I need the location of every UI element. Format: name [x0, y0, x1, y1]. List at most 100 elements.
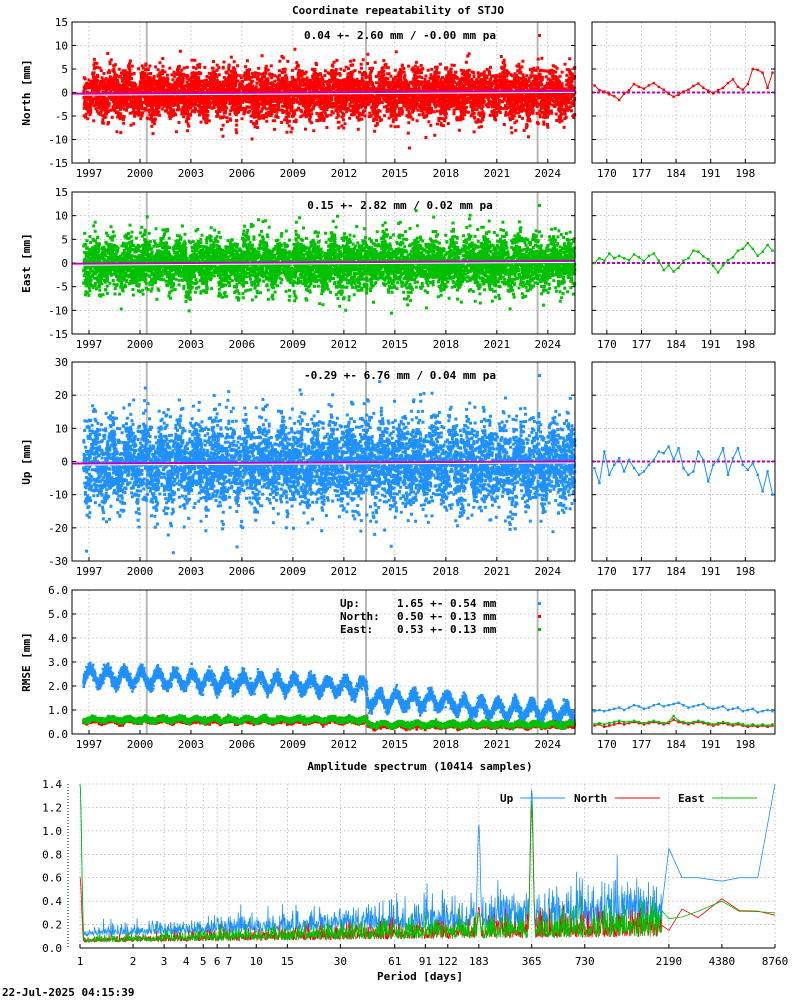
- x-tick-label: 2024: [535, 167, 562, 180]
- recent-rmse-up-point: [627, 706, 631, 709]
- recent-rmse-up-point: [766, 708, 769, 712]
- recent-rmse-up-point: [756, 711, 759, 714]
- recent-up-point: [632, 466, 636, 470]
- y-tick-label: 0.8: [42, 848, 62, 861]
- y-tick-label: -10: [48, 134, 68, 147]
- recent-east-point: [746, 241, 749, 245]
- y-tick-label: 0.4: [42, 895, 62, 908]
- y-axis-label: East [mm]: [20, 233, 33, 293]
- recent-rmse-up-point: [603, 710, 606, 713]
- recent-east-point: [622, 257, 626, 260]
- recent-north-point: [716, 88, 720, 92]
- recent-east-point: [627, 258, 631, 262]
- recent-north-point: [642, 87, 646, 90]
- y-tick-label: 0.0: [48, 728, 68, 741]
- x-tick-label: 2015: [382, 565, 409, 578]
- recent-east-point: [766, 243, 769, 247]
- recent-north-point: [726, 81, 730, 85]
- x-tick-label: 2003: [178, 167, 205, 180]
- x-tick-label: 2006: [229, 565, 256, 578]
- x-tick-label: 1997: [76, 167, 103, 180]
- recent-rmse-east-point: [618, 719, 621, 722]
- recent-up-line: [593, 445, 774, 495]
- recent-up-point: [627, 458, 631, 462]
- x-tick-label: 184: [666, 338, 686, 351]
- recent-rmse-east-point: [622, 720, 626, 724]
- rmse-legend-value: 1.65 +- 0.54 mm: [397, 597, 497, 610]
- rmse-legend-label: East:: [340, 623, 373, 636]
- recent-rmse-east-point: [721, 720, 725, 724]
- x-tick-label: 2024: [535, 738, 562, 751]
- recent-east-point: [642, 259, 646, 263]
- recent-up-point: [657, 450, 660, 453]
- recent-up-point: [711, 463, 715, 467]
- recent-rmse-up-point: [667, 704, 670, 707]
- recent-rmse-up-point: [721, 705, 725, 708]
- x-tick-label: 2012: [331, 167, 358, 180]
- rmse-legend-label: Up:: [340, 597, 360, 610]
- recent-north-point: [741, 88, 745, 91]
- recent-up-point: [771, 493, 774, 496]
- stats-legend-marker: [538, 34, 541, 37]
- recent-rmse-east-point: [647, 720, 651, 724]
- panel-east: 15 10 5 0 -5 -10 -15 1997 2000 2003 2006 2009 2012 20…: [20, 186, 776, 351]
- recent-north-point: [771, 71, 774, 74]
- y-tick-label: -5: [55, 281, 68, 294]
- recent-rmse-east-point: [613, 720, 616, 724]
- y-tick-label: 10: [55, 210, 68, 223]
- recent-rmse-up-point: [697, 704, 700, 707]
- amplitude-spectrum-title: Amplitude spectrum (10414 samples): [307, 760, 532, 773]
- recent-east-point: [741, 247, 745, 250]
- recent-rmse-up-point: [632, 704, 636, 707]
- recent-frame: [591, 589, 776, 735]
- time-series-frame: [71, 589, 576, 735]
- recent-east-point: [667, 264, 670, 267]
- recent-rmse-east-point: [637, 720, 641, 724]
- x-tick-label: 2190: [656, 955, 683, 968]
- recent-rmse-east-point: [726, 722, 730, 725]
- spectrum-panel: 1.4 1.2 1.0 0.8 0.6 0.4 0.2 0.0 1 2 3 4 5 6 7 10 15 30 61 9…: [42, 778, 788, 968]
- recent-north-point: [667, 92, 670, 96]
- data-points: [82, 714, 576, 732]
- recent-rmse-east-point: [667, 720, 670, 724]
- rmse-legend-value: 0.53 +- 0.13 mm: [397, 623, 497, 636]
- x-tick-label: 8760: [762, 955, 789, 968]
- recent-east-point: [702, 255, 705, 258]
- recent-rmse-north-point: [603, 725, 606, 728]
- recent-east-point: [618, 254, 621, 258]
- recent-north-point: [677, 93, 680, 97]
- x-tick-label: 198: [735, 338, 755, 351]
- x-tick-label: 1997: [76, 338, 103, 351]
- recent-east-point: [697, 250, 700, 253]
- recent-east-point: [603, 259, 606, 262]
- recent-rmse-up-point: [642, 707, 646, 710]
- stats-annotation: -0.29 +- 6.76 mm / 0.04 mm pa: [304, 369, 496, 382]
- x-tick-label: 1: [77, 955, 84, 968]
- rmse-legend-marker: [538, 615, 541, 618]
- x-tick-label: 2000: [127, 338, 154, 351]
- x-tick-label: 170: [597, 738, 617, 751]
- recent-north-point: [731, 78, 735, 81]
- recent-north-point: [746, 82, 749, 86]
- recent-north-point: [657, 85, 660, 89]
- trend-line: [71, 460, 576, 465]
- x-tick-label: 170: [597, 167, 617, 180]
- x-tick-label: 5: [200, 955, 207, 968]
- y-tick-label: -30: [48, 555, 68, 568]
- x-tick-label: 2012: [331, 738, 358, 751]
- recent-north-point: [721, 86, 725, 89]
- y-tick-label: 3.0: [48, 656, 68, 669]
- y-tick-label: 1.2: [42, 801, 62, 814]
- recent-rmse-up-point: [741, 710, 745, 713]
- recent-up-point: [613, 463, 616, 467]
- x-tick-label: 191: [701, 338, 721, 351]
- y-tick-label: -5: [55, 110, 68, 123]
- recent-up-point: [662, 452, 665, 455]
- recent-rmse-up-point: [657, 702, 660, 706]
- recent-rmse-east-point: [756, 724, 759, 727]
- recent-up-point: [603, 450, 606, 453]
- recent-rmse-east-point: [603, 723, 606, 726]
- recent-rmse-east-point: [657, 720, 660, 724]
- recent-rmse-east-point: [652, 719, 656, 722]
